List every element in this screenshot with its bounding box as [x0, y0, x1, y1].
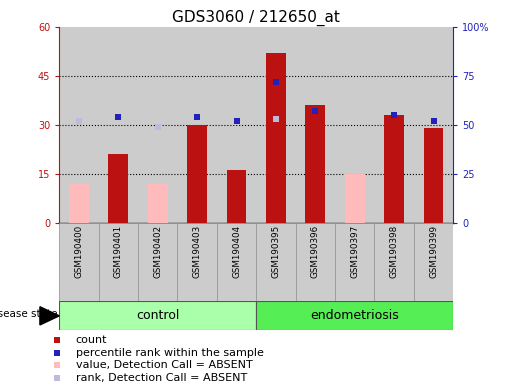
- Polygon shape: [40, 307, 59, 325]
- Bar: [59, 223, 99, 301]
- Bar: [424, 128, 443, 223]
- Bar: [59, 301, 256, 330]
- Bar: [296, 223, 335, 301]
- Bar: [384, 115, 404, 223]
- Bar: [217, 223, 256, 301]
- Text: percentile rank within the sample: percentile rank within the sample: [76, 348, 264, 358]
- Bar: [138, 223, 177, 301]
- Text: GSM190403: GSM190403: [193, 225, 201, 278]
- Bar: [345, 174, 365, 223]
- Text: disease state: disease state: [0, 309, 57, 319]
- Bar: [374, 27, 414, 223]
- Text: control: control: [136, 310, 179, 322]
- Bar: [256, 27, 296, 223]
- Bar: [69, 184, 89, 223]
- Bar: [109, 154, 128, 223]
- Text: GSM190401: GSM190401: [114, 225, 123, 278]
- Bar: [98, 27, 138, 223]
- Bar: [177, 223, 217, 301]
- Text: count: count: [76, 335, 107, 345]
- Text: GSM190397: GSM190397: [350, 225, 359, 278]
- Text: endometriosis: endometriosis: [311, 310, 399, 322]
- Bar: [148, 184, 167, 223]
- Bar: [414, 223, 453, 301]
- Text: GSM190398: GSM190398: [390, 225, 399, 278]
- Title: GDS3060 / 212650_at: GDS3060 / 212650_at: [173, 9, 340, 25]
- Bar: [305, 105, 325, 223]
- Bar: [138, 27, 177, 223]
- Text: GSM190402: GSM190402: [153, 225, 162, 278]
- Bar: [266, 53, 286, 223]
- Bar: [217, 27, 256, 223]
- Text: GSM190396: GSM190396: [311, 225, 320, 278]
- Bar: [256, 223, 296, 301]
- Text: GSM190395: GSM190395: [271, 225, 280, 278]
- Bar: [296, 27, 335, 223]
- Bar: [59, 27, 98, 223]
- Text: value, Detection Call = ABSENT: value, Detection Call = ABSENT: [76, 360, 253, 370]
- Text: GSM190400: GSM190400: [75, 225, 83, 278]
- Bar: [99, 223, 138, 301]
- Text: GSM190399: GSM190399: [429, 225, 438, 278]
- Text: GSM190404: GSM190404: [232, 225, 241, 278]
- Bar: [256, 301, 453, 330]
- Bar: [335, 27, 374, 223]
- Bar: [414, 27, 453, 223]
- Bar: [335, 223, 374, 301]
- Bar: [374, 223, 414, 301]
- Bar: [227, 170, 246, 223]
- Text: rank, Detection Call = ABSENT: rank, Detection Call = ABSENT: [76, 373, 247, 383]
- Bar: [177, 27, 217, 223]
- Bar: [187, 125, 207, 223]
